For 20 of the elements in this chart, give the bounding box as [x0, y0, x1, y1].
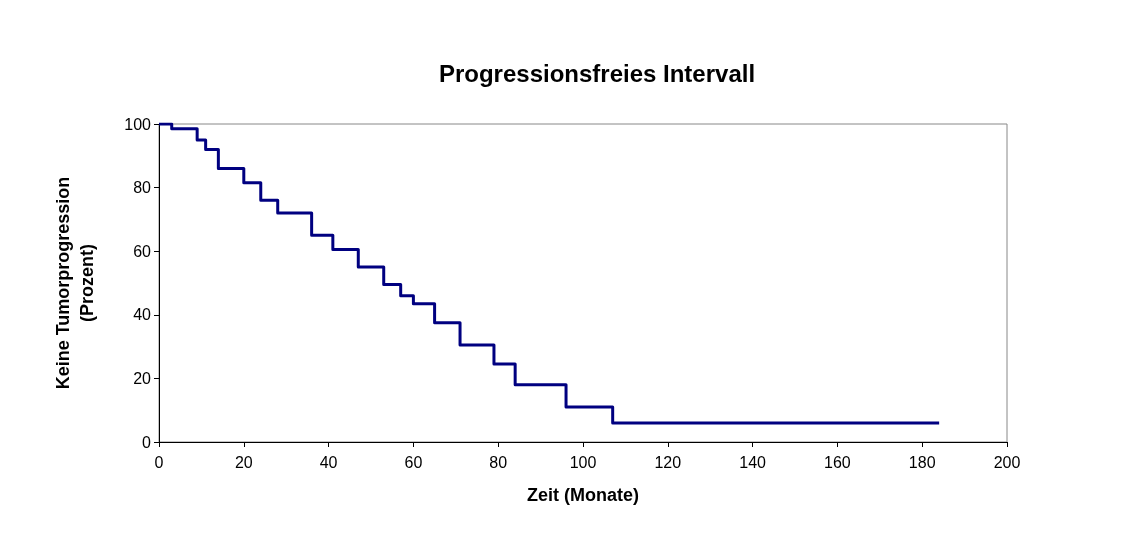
x-axis-title: Zeit (Monate)	[527, 485, 639, 505]
y-tick-label: 20	[133, 369, 152, 387]
y-tick-label: 60	[133, 242, 152, 260]
x-tick-label: 60	[404, 453, 423, 471]
chart-title: Progressionsfreies Intervall	[438, 59, 756, 87]
x-tick-label: 20	[234, 453, 253, 471]
y-tick-label: 80	[133, 179, 152, 197]
x-tick-label: 0	[154, 453, 164, 471]
x-tick-label: 200	[993, 453, 1021, 471]
x-tick-label: 40	[319, 453, 338, 471]
x-tick-label: 120	[654, 453, 682, 471]
y-tick-label: 0	[142, 433, 152, 451]
y-tick-label: 40	[133, 306, 152, 324]
x-tick-label: 140	[739, 453, 767, 471]
x-tick-label: 80	[489, 453, 508, 471]
x-tick-label: 100	[569, 453, 597, 471]
y-axis-title: Keine Tumorprogression (Prozent)	[53, 176, 97, 390]
x-tick-label: 160	[824, 453, 851, 471]
y-tick-label: 100	[124, 115, 152, 133]
x-tick-label: 180	[908, 453, 936, 471]
